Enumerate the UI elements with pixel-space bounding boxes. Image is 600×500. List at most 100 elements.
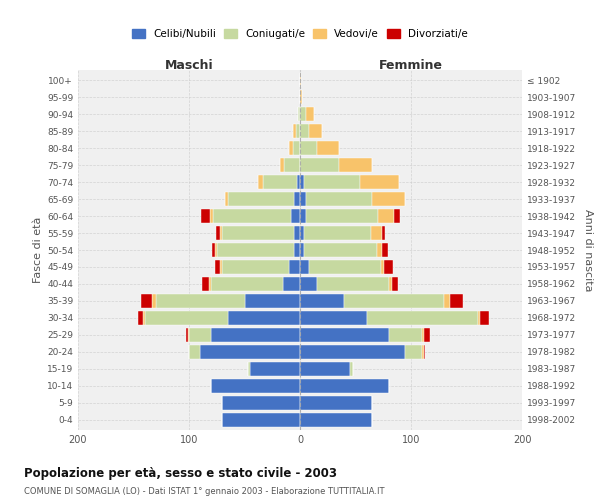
Bar: [296, 176, 300, 189]
Bar: [305, 192, 372, 206]
Bar: [291, 209, 300, 223]
Bar: [289, 142, 293, 155]
Bar: [300, 74, 301, 87]
Bar: [305, 209, 378, 223]
Bar: [406, 345, 422, 358]
Bar: [309, 260, 381, 274]
Bar: [300, 158, 339, 172]
Bar: [382, 226, 385, 240]
Bar: [389, 328, 422, 342]
Bar: [378, 209, 394, 223]
Bar: [211, 328, 300, 342]
Bar: [381, 260, 385, 274]
Bar: [289, 260, 300, 274]
Bar: [300, 328, 389, 342]
Text: Maschi: Maschi: [164, 58, 214, 71]
Bar: [372, 192, 406, 206]
Bar: [280, 158, 284, 172]
Bar: [220, 260, 223, 274]
Bar: [210, 209, 214, 223]
Bar: [480, 311, 489, 324]
Bar: [444, 294, 450, 308]
Bar: [300, 243, 304, 257]
Bar: [141, 294, 152, 308]
Bar: [371, 226, 382, 240]
Bar: [317, 277, 389, 291]
Bar: [220, 226, 223, 240]
Bar: [300, 277, 317, 291]
Bar: [392, 277, 398, 291]
Bar: [300, 209, 305, 223]
Bar: [450, 294, 463, 308]
Bar: [298, 108, 300, 121]
Bar: [228, 192, 295, 206]
Bar: [309, 124, 322, 138]
Bar: [222, 260, 289, 274]
Bar: [263, 176, 296, 189]
Bar: [300, 294, 344, 308]
Bar: [389, 277, 392, 291]
Bar: [300, 90, 302, 104]
Bar: [214, 209, 291, 223]
Bar: [188, 328, 189, 342]
Bar: [202, 277, 209, 291]
Bar: [152, 294, 156, 308]
Bar: [245, 294, 300, 308]
Bar: [367, 311, 478, 324]
Bar: [189, 345, 200, 358]
Bar: [217, 243, 295, 257]
Bar: [304, 226, 371, 240]
Bar: [296, 124, 300, 138]
Bar: [300, 396, 372, 409]
Text: Femmine: Femmine: [379, 58, 443, 71]
Y-axis label: Anni di nascita: Anni di nascita: [583, 209, 593, 291]
Bar: [305, 108, 314, 121]
Bar: [304, 176, 360, 189]
Bar: [224, 192, 228, 206]
Bar: [215, 243, 217, 257]
Bar: [300, 362, 350, 376]
Bar: [284, 158, 300, 172]
Bar: [300, 413, 372, 426]
Bar: [185, 328, 188, 342]
Bar: [209, 277, 211, 291]
Bar: [377, 243, 382, 257]
Bar: [300, 124, 309, 138]
Bar: [344, 294, 444, 308]
Bar: [293, 124, 296, 138]
Bar: [200, 345, 300, 358]
Y-axis label: Fasce di età: Fasce di età: [33, 217, 43, 283]
Bar: [350, 362, 353, 376]
Bar: [212, 243, 215, 257]
Bar: [223, 413, 300, 426]
Bar: [138, 311, 143, 324]
Bar: [223, 396, 300, 409]
Bar: [250, 362, 300, 376]
Bar: [295, 192, 300, 206]
Bar: [258, 176, 263, 189]
Bar: [143, 311, 145, 324]
Bar: [283, 277, 300, 291]
Bar: [300, 226, 304, 240]
Bar: [248, 362, 250, 376]
Bar: [300, 176, 304, 189]
Bar: [295, 243, 300, 257]
Bar: [156, 294, 245, 308]
Bar: [293, 142, 300, 155]
Bar: [339, 158, 372, 172]
Bar: [382, 243, 388, 257]
Bar: [295, 226, 300, 240]
Bar: [478, 311, 480, 324]
Bar: [228, 311, 300, 324]
Bar: [300, 311, 367, 324]
Bar: [300, 379, 389, 392]
Bar: [317, 142, 339, 155]
Text: COMUNE DI SOMAGLIA (LO) - Dati ISTAT 1° gennaio 2003 - Elaborazione TUTTITALIA.I: COMUNE DI SOMAGLIA (LO) - Dati ISTAT 1° …: [24, 488, 385, 496]
Legend: Celibi/Nubili, Coniugati/e, Vedovi/e, Divorziati/e: Celibi/Nubili, Coniugati/e, Vedovi/e, Di…: [128, 25, 472, 44]
Bar: [201, 209, 210, 223]
Bar: [300, 108, 305, 121]
Bar: [385, 260, 393, 274]
Bar: [300, 260, 309, 274]
Bar: [304, 243, 377, 257]
Bar: [222, 226, 295, 240]
